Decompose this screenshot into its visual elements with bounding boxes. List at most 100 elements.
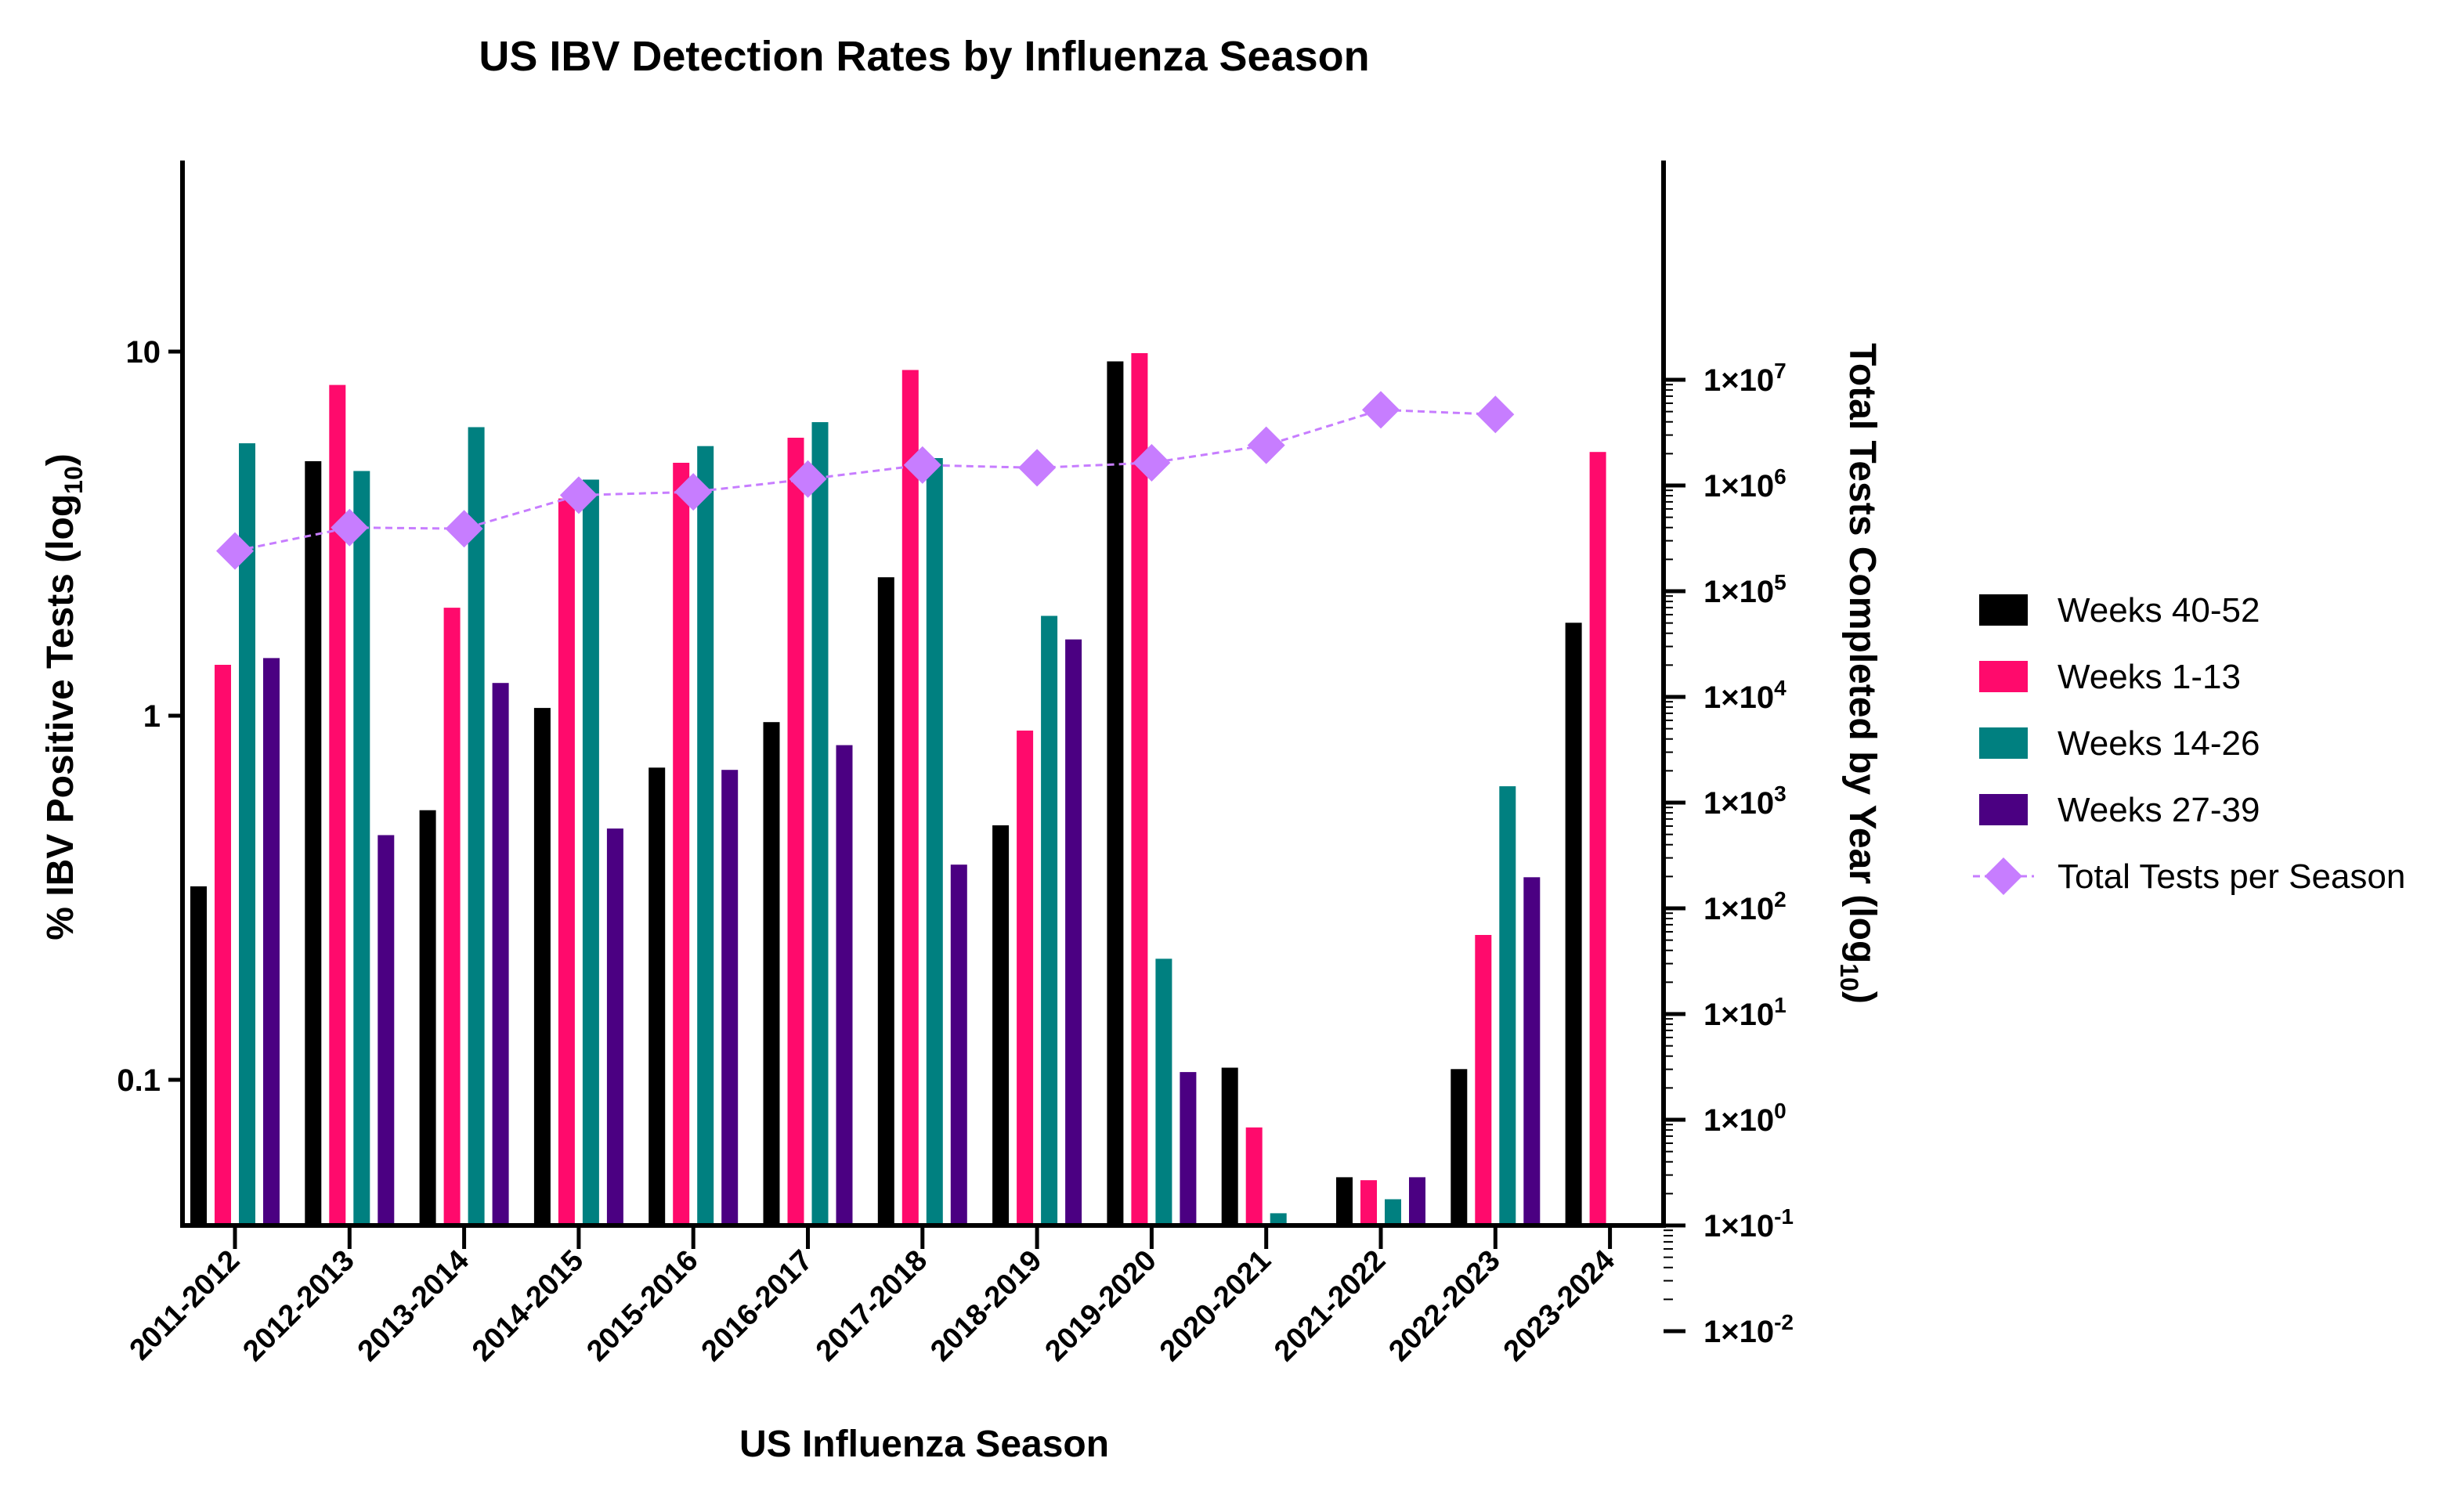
bar [263, 658, 280, 1225]
legend-label: Weeks 40-52 [2058, 591, 2260, 630]
legend-label: Weeks 1-13 [2058, 658, 2241, 696]
legend: Weeks 40-52 Weeks 1-13 Weeks 14-26 Weeks 27… [1973, 591, 2405, 896]
y-tick-label: 1 [143, 699, 161, 734]
bar [1360, 1180, 1377, 1225]
bar [649, 767, 666, 1225]
y-left-ticks: 0.1 1 10 [117, 335, 182, 1098]
bar [877, 577, 894, 1225]
y2-tick-label: 1×104 [1703, 676, 1787, 715]
bar [378, 835, 395, 1225]
x-tick-label: 2016-2017 [695, 1244, 819, 1368]
bar [1131, 353, 1148, 1225]
y2-axis-title-main: Total Tests Completed by Year (log [1841, 343, 1883, 963]
bar [1523, 877, 1541, 1225]
bar [763, 722, 780, 1225]
x-tick-label: 2023-2024 [1498, 1244, 1621, 1368]
bar [1499, 786, 1516, 1225]
legend-label: Weeks 14-26 [2058, 724, 2260, 763]
y2-tick-label: 1×103 [1703, 781, 1787, 821]
y2-tick-label: 1×102 [1703, 887, 1787, 926]
bar [1409, 1177, 1425, 1225]
legend-swatch [1979, 594, 2028, 626]
bar [1589, 452, 1606, 1225]
y-axis-title: % IBV Positive Tests (log10) [40, 453, 88, 940]
total-tests-line [234, 408, 1496, 553]
legend-label: Total Tests per Season [2058, 857, 2405, 896]
y-right-ticks: 1×107 1×106 1×105 1×104 1×103 1×102 1×101 1×100… [1664, 359, 1794, 1349]
total-tests-marker [903, 446, 941, 484]
x-tick-label: 2012-2013 [237, 1244, 360, 1368]
y2-axis-title-close: ) [1841, 991, 1883, 1004]
total-tests-marker [674, 473, 713, 511]
x-tick-label: 2018-2019 [924, 1244, 1048, 1368]
bar [787, 438, 804, 1225]
bar [721, 770, 739, 1225]
x-tick-label: 2020-2021 [1154, 1244, 1277, 1368]
legend-swatch [1979, 794, 2028, 825]
bar-group [190, 353, 1606, 1226]
y2-tick-label: 1×10-2 [1703, 1310, 1794, 1349]
total-tests-marker [1247, 426, 1285, 464]
x-tick-label: 2015-2016 [580, 1244, 704, 1368]
y2-tick-label: 1×106 [1703, 464, 1787, 503]
bar [926, 458, 943, 1225]
x-tick-label: 2013-2014 [352, 1244, 475, 1368]
total-tests-marker [789, 460, 827, 498]
bar [1221, 1067, 1238, 1225]
x-tick-label: 2019-2020 [1039, 1244, 1163, 1368]
y2-axis-title: Total Tests Completed by Year (log10) [1835, 343, 1883, 1004]
y-tick-label: 10 [126, 335, 161, 370]
total-tests-marker [445, 510, 483, 548]
bar [1475, 935, 1492, 1225]
x-tick-label: 2022-2023 [1382, 1244, 1506, 1368]
x-tick-label: 2021-2022 [1268, 1244, 1392, 1368]
bar [533, 708, 551, 1225]
bar [606, 828, 623, 1225]
x-tick-label: 2017-2018 [810, 1244, 934, 1368]
bar [811, 422, 829, 1225]
bar [329, 384, 346, 1226]
total-tests-marker [1018, 449, 1057, 487]
legend-swatch [1979, 727, 2028, 759]
bar [1065, 639, 1082, 1225]
x-axis-title: US Influenza Season [739, 1424, 1109, 1465]
bar [1041, 615, 1058, 1225]
bar [1245, 1127, 1263, 1225]
total-tests-marker [1362, 391, 1400, 429]
bar [1107, 361, 1124, 1225]
bar [558, 498, 575, 1225]
bar [215, 665, 231, 1225]
bar [1017, 731, 1034, 1225]
bar [239, 443, 255, 1225]
bar [353, 471, 370, 1225]
x-tick-label: 2011-2012 [124, 1244, 247, 1367]
bar [1565, 623, 1582, 1225]
y-axis-title-main: % IBV Positive Tests (log [40, 494, 81, 940]
bar [673, 463, 690, 1225]
bar [443, 608, 461, 1225]
y2-tick-label: 1×101 [1703, 993, 1787, 1032]
x-ticks: 2011-20122012-20132013-20142014-20152015… [124, 1225, 1621, 1368]
y2-axis-title-subscript: 10 [1835, 963, 1863, 991]
bar [305, 461, 322, 1225]
bar [468, 427, 485, 1225]
y-axis-title-subscript: 10 [60, 466, 88, 494]
total-tests-marker [331, 508, 369, 547]
total-tests-marker [559, 476, 598, 514]
y2-tick-label: 1×100 [1703, 1099, 1787, 1138]
bar [582, 479, 599, 1225]
bar [950, 864, 967, 1225]
bar [492, 683, 509, 1225]
legend-marker [1985, 857, 2022, 895]
y2-tick-label: 1×10-1 [1703, 1204, 1794, 1243]
bar [419, 810, 436, 1225]
legend-label: Weeks 27-39 [2058, 791, 2260, 829]
bar [190, 886, 207, 1225]
x-tick-label: 2014-2015 [466, 1244, 590, 1368]
chart-title: US IBV Detection Rates by Influenza Seas… [479, 33, 1369, 80]
bar [1336, 1177, 1353, 1225]
total-tests-marker [216, 532, 254, 570]
bar [1385, 1199, 1401, 1225]
bar [992, 825, 1010, 1225]
